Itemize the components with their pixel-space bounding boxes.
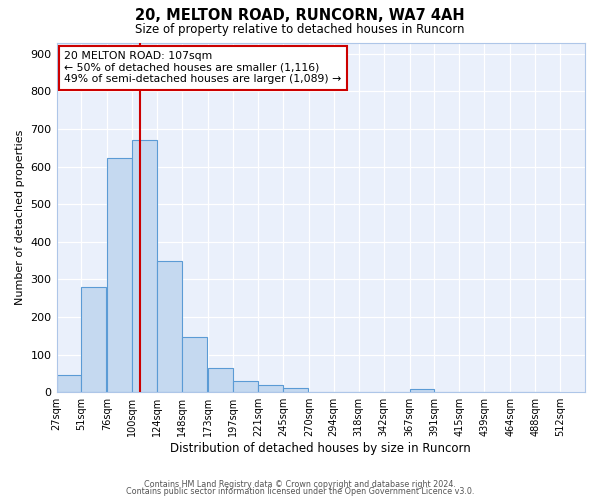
Y-axis label: Number of detached properties: Number of detached properties: [15, 130, 25, 305]
Bar: [258, 386, 283, 392]
Text: 20 MELTON ROAD: 107sqm
← 50% of detached houses are smaller (1,116)
49% of semi-: 20 MELTON ROAD: 107sqm ← 50% of detached…: [64, 51, 342, 84]
Bar: [56, 376, 82, 392]
Bar: [157, 262, 182, 392]
Bar: [107, 158, 133, 392]
Text: Contains public sector information licensed under the Open Government Licence v3: Contains public sector information licen…: [126, 488, 474, 496]
X-axis label: Distribution of detached houses by size in Runcorn: Distribution of detached houses by size …: [170, 442, 471, 455]
Bar: [283, 388, 308, 392]
Text: Contains HM Land Registry data © Crown copyright and database right 2024.: Contains HM Land Registry data © Crown c…: [144, 480, 456, 489]
Bar: [233, 381, 258, 392]
Text: Size of property relative to detached houses in Runcorn: Size of property relative to detached ho…: [135, 22, 465, 36]
Bar: [182, 336, 207, 392]
Bar: [208, 368, 233, 392]
Text: 20, MELTON ROAD, RUNCORN, WA7 4AH: 20, MELTON ROAD, RUNCORN, WA7 4AH: [135, 8, 465, 22]
Bar: [410, 389, 434, 392]
Bar: [82, 287, 106, 392]
Bar: [133, 140, 157, 392]
